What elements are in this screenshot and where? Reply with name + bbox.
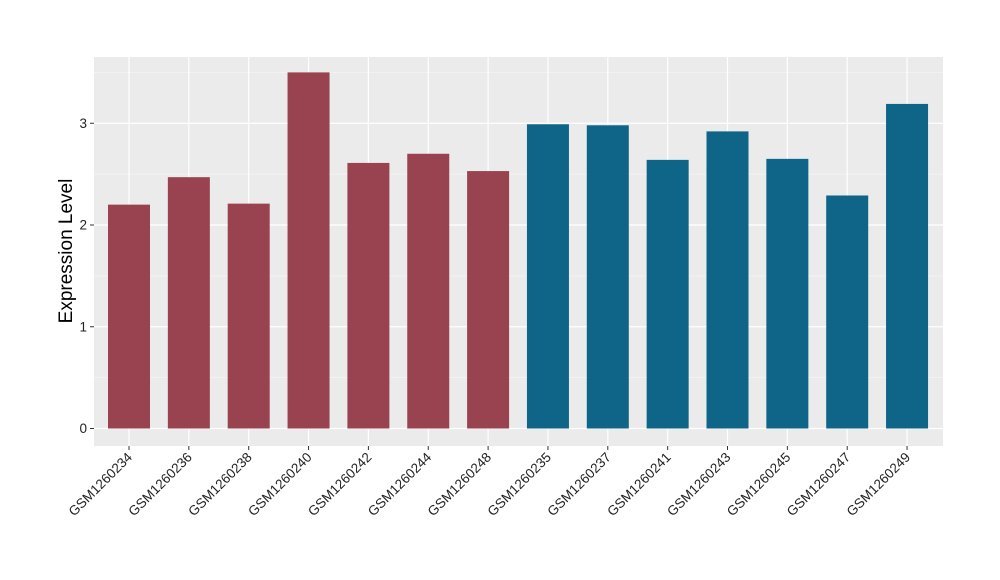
x-tick-label: GSM1260249 xyxy=(844,450,914,520)
bar-GSM1260240 xyxy=(287,72,330,429)
bar-GSM1260235 xyxy=(526,124,569,429)
x-axis: GSM1260234GSM1260236GSM1260238GSM1260240… xyxy=(66,446,914,520)
y-axis-title: Expression Level xyxy=(56,179,77,324)
y-tick-label: 0 xyxy=(79,421,87,436)
y-tick-label: 3 xyxy=(79,116,87,131)
bar-GSM1260245 xyxy=(766,158,809,429)
bar-GSM1260237 xyxy=(586,125,629,429)
plot-panel xyxy=(94,57,943,446)
y-tick-label: 2 xyxy=(79,218,87,233)
bar-GSM1260241 xyxy=(646,159,689,429)
bar-GSM1260248 xyxy=(467,171,510,429)
bar-GSM1260234 xyxy=(108,204,150,429)
bar-GSM1260236 xyxy=(167,177,210,429)
bar-GSM1260238 xyxy=(227,203,270,429)
bar-GSM1260247 xyxy=(826,195,869,429)
y-axis: 0 1 2 3 xyxy=(79,116,94,436)
bar-GSM1260249 xyxy=(886,103,929,429)
bar-GSM1260242 xyxy=(347,162,390,429)
y-tick-label: 1 xyxy=(79,319,87,334)
bar-GSM1260244 xyxy=(407,153,450,429)
bar-GSM1260243 xyxy=(706,131,749,429)
bars xyxy=(108,72,929,429)
